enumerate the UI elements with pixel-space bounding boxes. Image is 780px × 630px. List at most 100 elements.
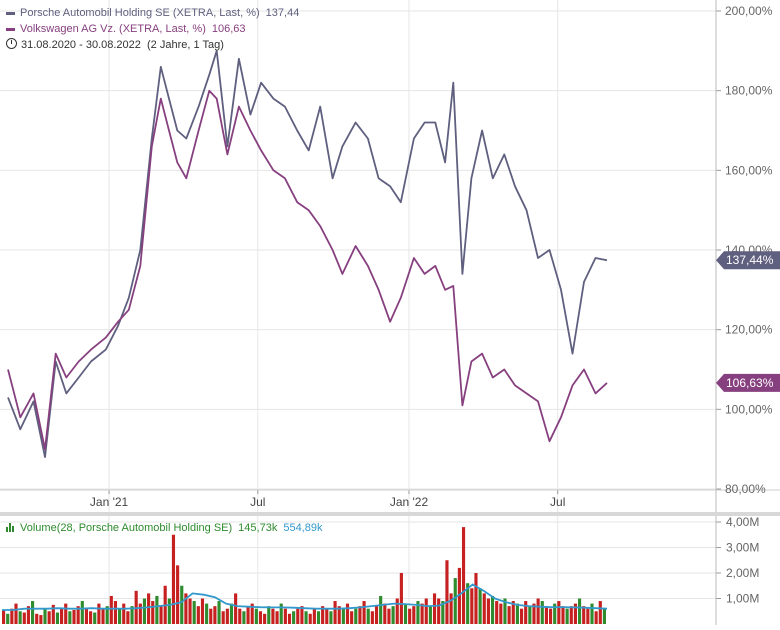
- x-tick-label: Jul: [550, 495, 565, 509]
- volume-bar: [267, 606, 271, 624]
- volume-bar: [279, 603, 283, 624]
- volume-bar: [300, 606, 304, 624]
- volume-bar: [39, 615, 43, 624]
- volume-bar: [474, 573, 478, 624]
- y-tick-label: 180,00%: [725, 84, 773, 98]
- volume-legend[interactable]: Volume(28, Porsche Automobil Holding SE)…: [6, 521, 322, 535]
- volume-bar: [536, 598, 540, 624]
- volume-y-tick-label: 1,00M: [726, 592, 759, 606]
- volume-grid: [0, 521, 721, 599]
- volume-bar: [126, 611, 130, 624]
- last-value-badges: 137,44% 106,63%: [716, 251, 780, 392]
- volume-bar: [457, 567, 461, 624]
- volume-legend-value1: 145,73k: [238, 522, 278, 534]
- volume-bar: [205, 603, 209, 624]
- volume-bar: [553, 603, 557, 624]
- y-tick-label: 100,00%: [725, 402, 773, 416]
- volume-bar: [399, 573, 403, 624]
- volume-bar: [221, 611, 225, 624]
- volume-bar: [292, 611, 296, 624]
- y-tick-label: 160,00%: [725, 163, 773, 177]
- vw-swatch: [6, 27, 15, 31]
- volume-bar: [192, 601, 196, 624]
- y-axis-labels: 80,00%100,00%120,00%140,00%160,00%180,00…: [725, 4, 773, 496]
- volume-y-tick-label: 2,00M: [726, 566, 759, 580]
- volume-bar: [569, 606, 573, 624]
- badge-label: 106,63%: [726, 376, 774, 390]
- y-tick-label: 200,00%: [725, 4, 773, 18]
- volume-bar: [329, 611, 333, 624]
- volume-bar: [176, 565, 180, 624]
- volume-bar: [113, 601, 118, 624]
- clock-icon: [6, 38, 17, 49]
- volume-bar: [14, 603, 18, 624]
- volume-bar: [499, 603, 503, 624]
- volume-legend-value2: 554,89k: [283, 522, 323, 534]
- volume-bar: [200, 598, 205, 624]
- volume-bar: [412, 606, 416, 624]
- volume-bar: [478, 588, 482, 624]
- volume-bar: [101, 608, 105, 624]
- x-tick-label: Jul: [250, 495, 265, 509]
- volume-bar: [416, 601, 420, 624]
- porsche-swatch: [6, 11, 15, 15]
- volume-bar: [370, 611, 374, 624]
- volume-bar: [495, 601, 499, 624]
- volume-bar: [586, 608, 590, 624]
- y-tick-label: 80,00%: [725, 482, 766, 496]
- porsche-line: [7, 49, 608, 458]
- volume-bar: [577, 598, 582, 624]
- volume-bar: [432, 593, 437, 624]
- volume-legend-label: Volume(28, Porsche Automobil Holding SE): [20, 522, 233, 534]
- legend-porsche-value: 137,44: [265, 7, 300, 19]
- volume-bar: [548, 608, 553, 624]
- volume-bar: [64, 603, 68, 624]
- volume-bar: [515, 603, 519, 624]
- volume-bar: [151, 601, 155, 624]
- volume-bar: [213, 606, 217, 624]
- volume-bar: [582, 606, 586, 624]
- bar-chart-icon: [6, 523, 16, 532]
- volume-bar: [89, 611, 93, 624]
- grid: [0, 0, 716, 625]
- volume-bar: [93, 612, 97, 624]
- volume-bar: [503, 598, 507, 624]
- volume-bar: [598, 601, 602, 624]
- volume-bar: [602, 608, 606, 624]
- volume-bar: [18, 611, 22, 624]
- legend-porsche[interactable]: Porsche Automobil Holding SE (XETRA, Las…: [6, 6, 299, 20]
- volume-bar: [275, 611, 279, 624]
- volume-bar: [304, 611, 308, 624]
- volume-bar: [184, 593, 188, 624]
- volume-bar: [242, 611, 246, 624]
- volume-bar: [283, 608, 287, 624]
- volume-bar: [47, 611, 51, 624]
- legend-vw[interactable]: Volkswagen AG Vz. (XETRA, Last, %) 106,63: [6, 22, 246, 36]
- volume-bar: [51, 604, 55, 624]
- volume-bar: [333, 601, 337, 624]
- volume-bar: [68, 611, 72, 624]
- volume-bar: [565, 608, 569, 624]
- volume-bar: [528, 606, 532, 624]
- volume-bar: [490, 595, 495, 624]
- volume-bar: [31, 601, 35, 624]
- volume-bar: [366, 608, 370, 624]
- legend-porsche-label: Porsche Automobil Holding SE (XETRA, Las…: [20, 7, 260, 19]
- volume-bar: [217, 601, 221, 624]
- volume-bar: [167, 598, 171, 624]
- badge-shape: [716, 373, 780, 392]
- volume-bar: [171, 534, 176, 624]
- volume-bar: [271, 608, 275, 624]
- series-lines: [7, 49, 608, 458]
- volume-bar: [209, 608, 213, 624]
- range-duration: (2 Jahre, 1 Tag): [147, 39, 224, 51]
- volume-bar: [524, 601, 528, 624]
- volume-bar: [590, 603, 594, 624]
- x-axis-labels: Jan '21 Jul Jan '22 Jul: [90, 495, 565, 509]
- volume-bar: [449, 593, 453, 624]
- volume-bar: [594, 611, 598, 624]
- volume-bar: [354, 608, 358, 624]
